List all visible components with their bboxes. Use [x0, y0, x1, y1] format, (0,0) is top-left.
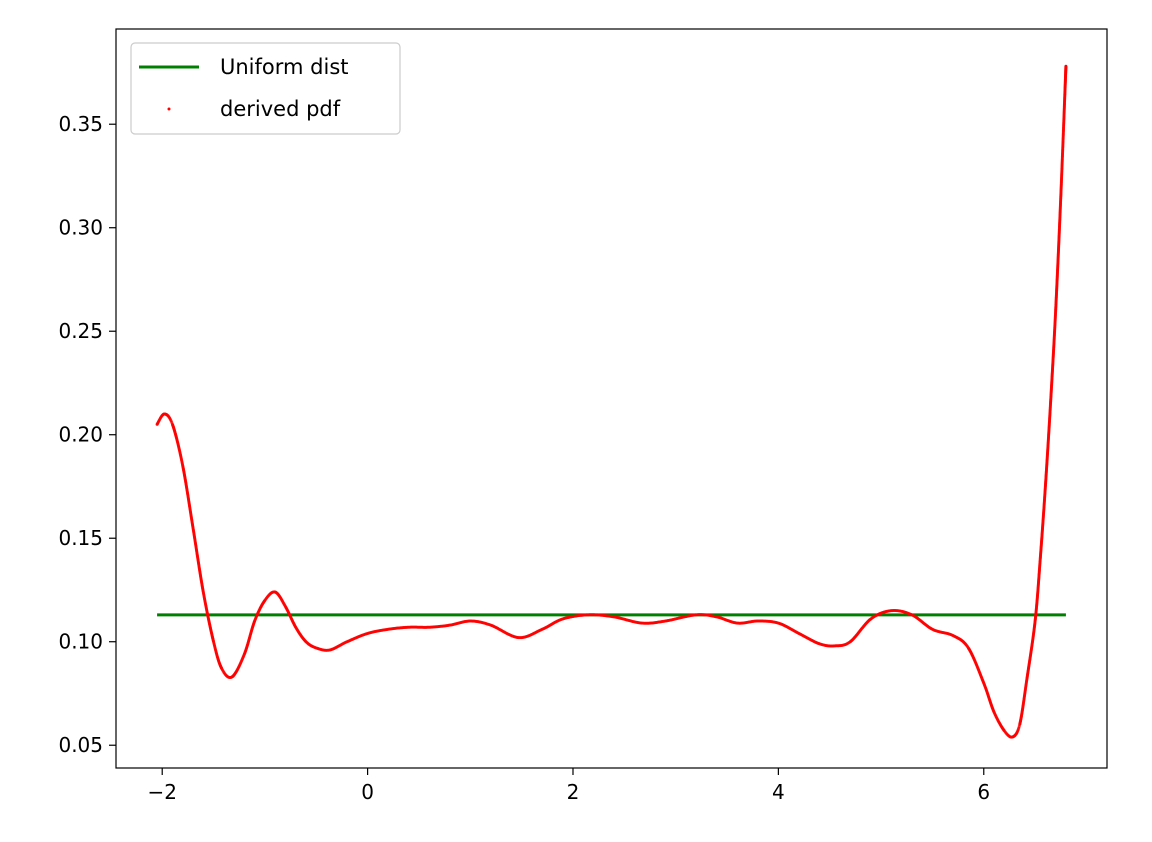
- y-tick-label: 0.15: [58, 526, 103, 550]
- y-tick-label: 0.20: [58, 423, 103, 447]
- plot-area: [116, 29, 1107, 768]
- derived-pdf-points: [155, 64, 1068, 739]
- legend-label-uniform-dist: Uniform dist: [220, 55, 349, 79]
- derived-pdf-point: [1064, 64, 1068, 68]
- y-tick-label: 0.30: [58, 216, 103, 240]
- plot-frame: [115, 28, 1108, 769]
- y-tick-label: 0.05: [58, 733, 103, 757]
- x-tick-label: 6: [977, 780, 990, 804]
- series-layer: [155, 64, 1068, 739]
- y-tick-label: 0.35: [58, 112, 103, 136]
- y-tick-label: 0.10: [58, 630, 103, 654]
- x-axis: −2 0 2 4 6: [147, 768, 990, 804]
- legend: Uniform dist derived pdf: [130, 42, 401, 135]
- x-tick-label: −2: [147, 780, 176, 804]
- legend-label-derived-pdf: derived pdf: [220, 97, 341, 121]
- x-tick-label: 2: [567, 780, 580, 804]
- y-tick-label: 0.25: [58, 319, 103, 343]
- legend-swatch-derived-pdf: [167, 107, 171, 111]
- x-tick-label: 0: [361, 780, 374, 804]
- x-tick-label: 4: [772, 780, 785, 804]
- y-axis: 0.05 0.10 0.15 0.20 0.25 0.30 0.35: [58, 112, 116, 757]
